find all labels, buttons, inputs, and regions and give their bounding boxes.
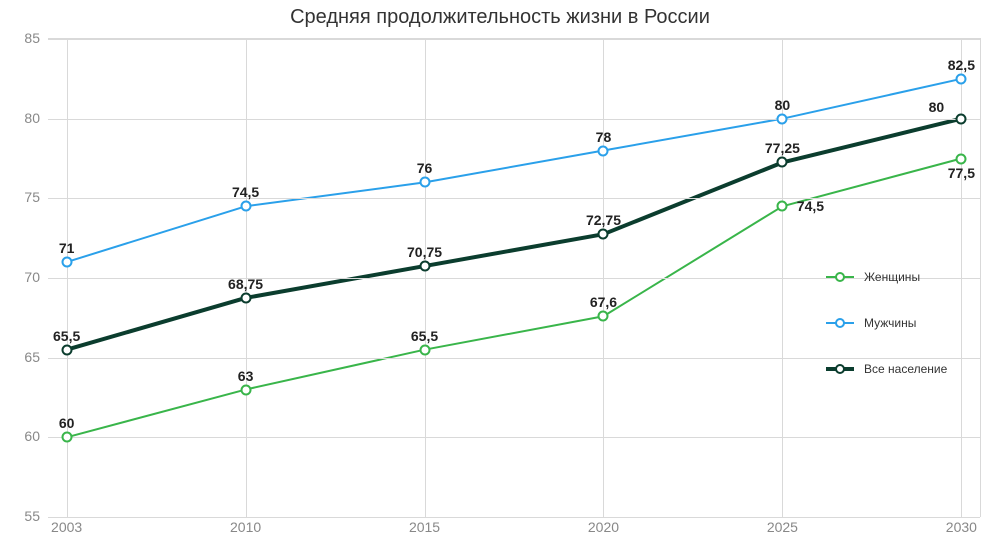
data-label-all: 70,75 <box>407 244 442 260</box>
data-label-men: 80 <box>775 97 791 113</box>
gridline-h <box>48 39 980 40</box>
marker-women <box>419 344 430 355</box>
y-tick-label: 70 <box>0 269 40 285</box>
y-tick-label: 85 <box>0 30 40 46</box>
marker-all <box>240 292 251 303</box>
gridline-h <box>48 517 980 518</box>
marker-all <box>777 157 788 168</box>
marker-men <box>61 257 72 268</box>
marker-women <box>240 384 251 395</box>
life-expectancy-chart: Средняя продолжительность жизни в России… <box>0 0 1000 537</box>
y-tick-label: 55 <box>0 508 40 524</box>
legend-label: Все население <box>864 362 947 376</box>
y-tick-label: 75 <box>0 189 40 205</box>
data-label-men: 78 <box>596 129 612 145</box>
x-tick-label: 2030 <box>946 519 977 535</box>
legend-swatch <box>826 362 854 376</box>
chart-title: Средняя продолжительность жизни в России <box>0 6 1000 29</box>
data-label-all: 65,5 <box>53 328 80 344</box>
marker-all <box>956 113 967 124</box>
data-label-all: 80 <box>929 99 945 115</box>
x-tick-label: 2003 <box>51 519 82 535</box>
legend-swatch <box>826 316 854 330</box>
marker-all <box>61 344 72 355</box>
gridline-v <box>603 39 604 517</box>
marker-women <box>61 432 72 443</box>
data-label-men: 74,5 <box>232 184 259 200</box>
legend-label: Мужчины <box>864 316 916 330</box>
marker-women <box>598 311 609 322</box>
gridline-h <box>48 437 980 438</box>
marker-men <box>598 145 609 156</box>
marker-men <box>240 201 251 212</box>
marker-women <box>956 153 967 164</box>
data-label-men: 82,5 <box>948 57 975 73</box>
x-tick-label: 2025 <box>767 519 798 535</box>
marker-women <box>777 201 788 212</box>
data-label-men: 76 <box>417 160 433 176</box>
x-tick-label: 2010 <box>230 519 261 535</box>
data-label-all: 77,25 <box>765 140 800 156</box>
gridline-v <box>67 39 68 517</box>
data-label-women: 74,5 <box>797 198 824 214</box>
x-tick-label: 2020 <box>588 519 619 535</box>
data-label-women: 77,5 <box>948 165 975 181</box>
data-label-men: 71 <box>59 240 75 256</box>
marker-men <box>777 113 788 124</box>
gridline-h <box>48 119 980 120</box>
legend-label: Женщины <box>864 270 920 284</box>
y-tick-label: 60 <box>0 428 40 444</box>
legend-item-all: Все население <box>826 362 966 376</box>
data-label-women: 67,6 <box>590 294 617 310</box>
legend: Женщины Мужчины Все население <box>826 270 966 408</box>
y-tick-label: 65 <box>0 349 40 365</box>
data-label-women: 65,5 <box>411 328 438 344</box>
y-tick-label: 80 <box>0 110 40 126</box>
data-label-women: 63 <box>238 368 254 384</box>
marker-men <box>956 73 967 84</box>
gridline-h <box>48 198 980 199</box>
data-label-women: 60 <box>59 415 75 431</box>
marker-men <box>419 177 430 188</box>
x-tick-label: 2015 <box>409 519 440 535</box>
legend-item-women: Женщины <box>826 270 966 284</box>
series-line-men <box>67 79 962 262</box>
marker-all <box>598 229 609 240</box>
legend-swatch <box>826 270 854 284</box>
marker-all <box>419 261 430 272</box>
gridline-v <box>425 39 426 517</box>
data-label-all: 72,75 <box>586 212 621 228</box>
data-label-all: 68,75 <box>228 276 263 292</box>
legend-item-men: Мужчины <box>826 316 966 330</box>
